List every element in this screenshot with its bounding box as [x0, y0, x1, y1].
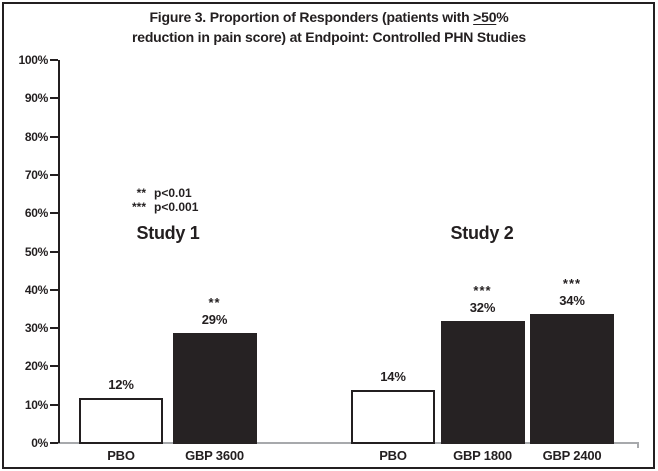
y-axis-tick-label: 70%	[24, 167, 48, 182]
legend-label-p01: p<0.01	[154, 186, 192, 200]
bar-value-label: 14%	[380, 369, 406, 384]
y-axis-tick	[50, 365, 58, 368]
y-axis-tick	[50, 59, 58, 61]
bar-pbo-study2	[351, 390, 435, 444]
y-axis-tick-label: 10%	[24, 397, 48, 412]
y-axis-tick	[50, 288, 58, 291]
y-axis-tick	[50, 173, 58, 176]
study-2-label: Study 2	[450, 223, 514, 243]
significance-legend: ** p<0.01 *** p<0.001	[118, 186, 198, 214]
bar-value-label: 12%	[108, 377, 134, 392]
x-axis-category-label: GBP 1800	[453, 448, 512, 463]
underlined-gte-50: >50	[473, 9, 497, 25]
chart-title: Figure 3. Proportion of Responders (pati…	[0, 7, 658, 47]
significance-marker: **	[208, 295, 221, 310]
y-axis-tick-label: 20%	[24, 359, 48, 374]
y-axis	[58, 60, 60, 443]
x-axis-category-label: PBO	[379, 448, 407, 463]
bar-gbp-2400-study2	[530, 314, 614, 444]
x-axis-end-tick	[637, 442, 639, 448]
y-axis-tick-label: 30%	[24, 321, 48, 336]
y-axis-tick	[50, 212, 58, 215]
chart-title-line2: reduction in pain score) at Endpoint: Co…	[131, 29, 526, 45]
y-axis-tick-label: 50%	[24, 244, 48, 259]
significance-marker: ***	[473, 283, 492, 298]
study-1-label: Study 1	[136, 223, 200, 243]
y-axis-tick-label: 60%	[24, 206, 48, 221]
x-axis-category-label: PBO	[107, 448, 135, 463]
bar-gbp-3600-study1	[172, 333, 257, 444]
y-axis-tick-label: 0%	[31, 436, 48, 450]
legend-row-p01: ** p<0.01	[118, 186, 198, 200]
y-axis-tick-label: 40%	[24, 282, 48, 297]
double-asterisk-symbol: **	[136, 186, 146, 200]
x-axis-baseline	[58, 442, 639, 444]
y-axis-tick	[50, 327, 58, 330]
y-axis-tick	[50, 442, 58, 444]
y-axis-tick	[50, 97, 58, 100]
bar-gbp-1800-study2	[440, 321, 525, 444]
y-axis-tick	[50, 135, 58, 138]
y-axis-tick	[50, 250, 58, 253]
bar-value-label: 32%	[469, 300, 496, 315]
y-axis-tick-label: 100%	[18, 53, 49, 67]
x-axis-category-label: GBP 3600	[185, 448, 244, 463]
y-axis-tick-label: 80%	[24, 129, 48, 144]
legend-label-p001: p<0.001	[154, 200, 199, 214]
bar-value-label: 29%	[201, 312, 228, 327]
bar-pbo-study1	[79, 398, 163, 444]
x-axis-category-label: GBP 2400	[542, 448, 602, 463]
triple-asterisk-symbol: ***	[131, 200, 146, 214]
bar-value-label: 34%	[559, 293, 585, 308]
significance-marker: ***	[562, 276, 582, 291]
legend-row-p001: *** p<0.001	[118, 200, 198, 214]
y-axis-tick-label: 90%	[24, 91, 48, 106]
y-axis-tick	[50, 403, 58, 406]
chart-title-line1: Figure 3. Proportion of Responders (pati…	[149, 9, 509, 25]
